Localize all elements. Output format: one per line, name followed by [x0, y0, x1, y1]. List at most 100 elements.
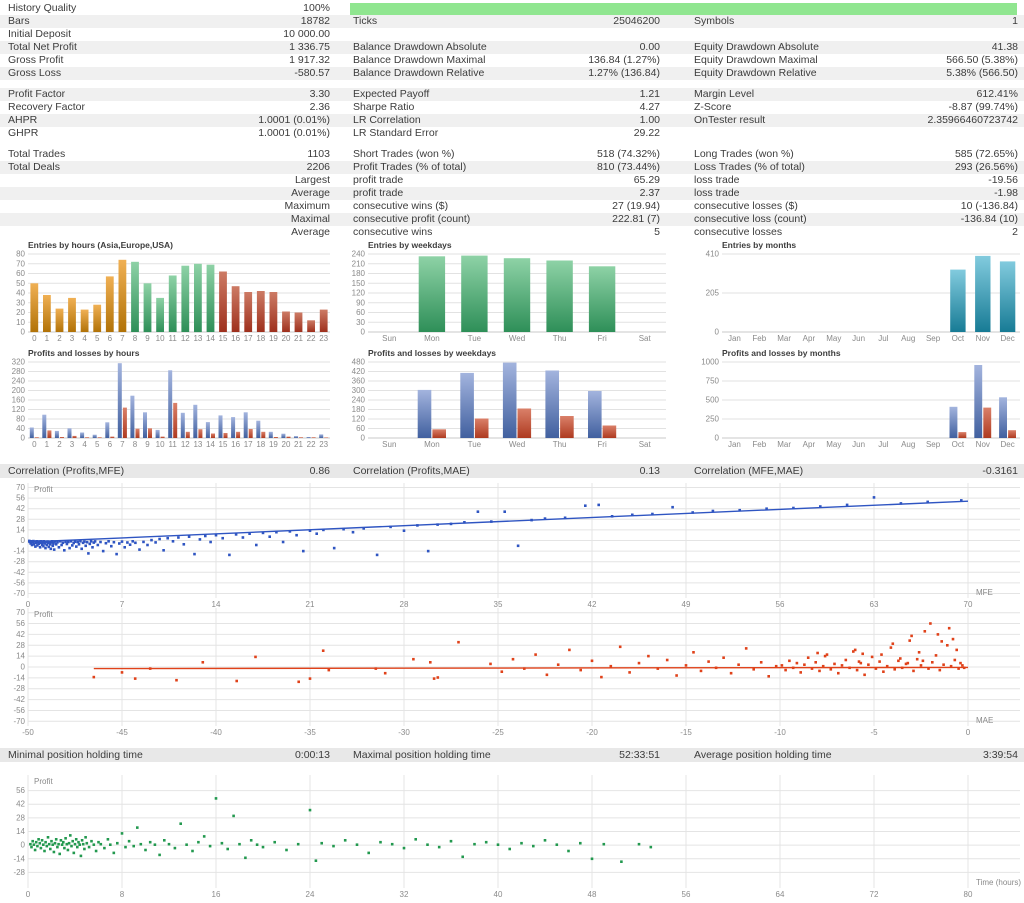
stat-cell: Gross Loss -580.57: [0, 67, 340, 80]
stat-value: 0.13: [639, 465, 660, 477]
svg-text:11: 11: [169, 334, 178, 343]
svg-text:Oct: Oct: [952, 334, 965, 343]
svg-text:Apr: Apr: [803, 334, 816, 343]
stat-value: 1.27% (136.84): [588, 67, 660, 79]
stat-row: Initial Deposit 10 000.00: [0, 28, 1024, 41]
stat-value: 136.84 (1.27%): [588, 54, 660, 66]
svg-text:56: 56: [16, 786, 25, 795]
svg-text:-14: -14: [13, 547, 25, 556]
svg-text:24: 24: [306, 890, 315, 899]
svg-text:180: 180: [352, 405, 366, 414]
stat-cell: Loss Trades (% of total) 293 (26.56%): [674, 161, 1024, 174]
stat-value: 518 (74.32%): [596, 148, 660, 160]
svg-text:4: 4: [82, 440, 87, 449]
stat-value: 3:39:54: [982, 749, 1018, 761]
svg-text:0: 0: [26, 890, 31, 899]
svg-text:120: 120: [352, 415, 366, 424]
stat-label: consecutive wins: [353, 226, 433, 238]
svg-text:0: 0: [21, 328, 26, 337]
svg-text:2: 2: [57, 440, 62, 449]
stat-cell: LR Correlation 1.00: [340, 114, 674, 127]
stat-cell: [340, 28, 674, 41]
svg-text:42: 42: [588, 600, 597, 609]
svg-text:750: 750: [706, 377, 720, 386]
svg-text:18: 18: [256, 334, 265, 343]
svg-text:Profits and losses by hours: Profits and losses by hours: [28, 348, 140, 358]
svg-text:Sep: Sep: [926, 334, 941, 343]
profits-losses-by-months-chart: 0 250 500 750 1000 Jan Feb Mar Apr May Jun Jul Aug Se…: [694, 348, 1024, 450]
svg-text:3: 3: [70, 440, 75, 449]
svg-text:10: 10: [156, 334, 165, 343]
svg-text:9: 9: [145, 440, 150, 449]
correlation-stats-band: Correlation (Profits,MFE) 0.86 Correlation…: [0, 464, 1024, 478]
stat-value: 2.35966460723742: [927, 114, 1018, 126]
stat-value: 1 917.32: [289, 54, 330, 66]
svg-text:20: 20: [282, 440, 291, 449]
stat-cell: GHPR 1.0001 (0.01%): [0, 127, 340, 140]
stat-label: consecutive profit (count): [353, 213, 471, 225]
svg-text:150: 150: [352, 279, 366, 288]
svg-text:210: 210: [352, 259, 366, 268]
stat-label: Correlation (Profits,MFE): [8, 465, 125, 477]
stat-label: Gross Loss: [8, 67, 62, 79]
stat-value: 2.37: [639, 187, 660, 199]
statistics-table: History Quality 100% Bars 18782 Ticks 2504620…: [0, 2, 1024, 247]
svg-text:Entries by hours (Asia,Europe,: Entries by hours (Asia,Europe,USA): [28, 240, 173, 250]
band-row: Minimal position holding time 0:00:13 Maxi…: [0, 748, 1024, 762]
svg-text:Sat: Sat: [639, 334, 652, 343]
stat-value: 5.38% (566.50): [946, 67, 1018, 79]
chart-canvas: 56 42 28 14 0 -14 -28 0 8 16 24 32 40 48 56 64 72 80 Profi…: [13, 775, 1021, 899]
stat-value: 222.81 (7): [612, 213, 660, 225]
svg-text:17: 17: [244, 440, 253, 449]
svg-text:42: 42: [16, 630, 25, 639]
svg-text:30: 30: [356, 318, 365, 327]
stat-row: History Quality 100%: [0, 2, 1024, 15]
svg-text:0: 0: [966, 728, 971, 737]
svg-text:72: 72: [870, 890, 879, 899]
svg-text:0: 0: [21, 536, 26, 545]
stat-cell: consecutive wins ($) 27 (19.94): [340, 200, 674, 213]
svg-text:420: 420: [352, 367, 366, 376]
svg-text:6: 6: [108, 334, 113, 343]
svg-text:May: May: [826, 334, 841, 343]
svg-text:250: 250: [706, 415, 720, 424]
stat-value: 0:00:13: [294, 749, 330, 761]
stat-cell: consecutive losses 2: [674, 226, 1024, 239]
svg-text:MFE: MFE: [976, 588, 993, 597]
history-quality-progress: [340, 2, 1024, 15]
svg-text:4: 4: [82, 334, 87, 343]
stat-label: Bars: [8, 15, 30, 27]
svg-text:Entries by months: Entries by months: [722, 240, 796, 250]
svg-text:22: 22: [307, 440, 316, 449]
stat-cell: Gross Profit 1 917.32: [0, 54, 340, 67]
svg-text:0: 0: [715, 434, 720, 443]
svg-text:14: 14: [206, 334, 215, 343]
stat-value: 4.27: [639, 101, 660, 113]
stat-label: Initial Deposit: [8, 28, 72, 40]
stat-row: Gross Loss -580.57 Balance Drawdown Relati…: [0, 67, 1024, 80]
svg-text:8: 8: [133, 440, 138, 449]
svg-text:35: 35: [494, 600, 503, 609]
svg-text:Jun: Jun: [852, 440, 865, 449]
stat-value: 52:33:51: [619, 749, 660, 761]
band-row: Correlation (Profits,MFE) 0.86 Correlation…: [0, 464, 1024, 478]
svg-text:240: 240: [352, 396, 366, 405]
svg-text:56: 56: [16, 494, 25, 503]
chart-canvas: 0 205 410 Jan Feb Mar Apr May Jun Jul Aug Sep Oct Nov…: [706, 240, 1020, 343]
stat-label: Ticks: [353, 15, 378, 27]
stat-value: 0.00: [639, 41, 660, 53]
svg-text:Feb: Feb: [752, 440, 766, 449]
stat-cell: Equity Drawdown Maximal 566.50 (5.38%): [674, 54, 1024, 67]
stat-cell: Maximal position holding time 52:33:51: [340, 748, 674, 762]
stat-label: Correlation (Profits,MAE): [353, 465, 470, 477]
svg-text:Jun: Jun: [852, 334, 865, 343]
svg-text:70: 70: [964, 600, 973, 609]
stat-cell: consecutive loss (count) -136.84 (10): [674, 213, 1024, 226]
svg-text:21: 21: [294, 334, 303, 343]
stat-cell: Profit Factor 3.30: [0, 88, 340, 101]
svg-text:15: 15: [219, 334, 228, 343]
svg-text:Mar: Mar: [777, 440, 791, 449]
svg-text:-28: -28: [13, 557, 25, 566]
stat-value: 2206: [306, 161, 330, 173]
stat-cell: loss trade -1.98: [674, 187, 1024, 200]
